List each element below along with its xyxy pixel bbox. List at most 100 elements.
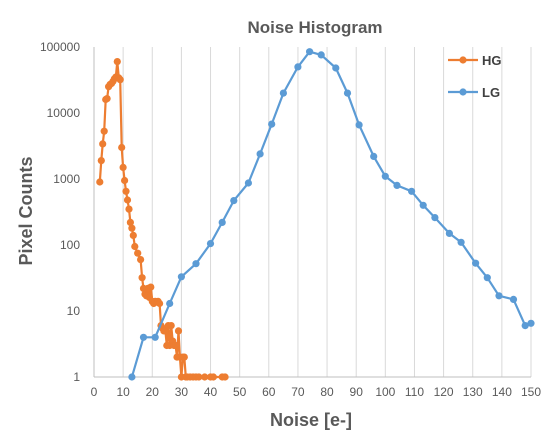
data-point-lg (332, 64, 340, 72)
data-point-lg (483, 274, 491, 282)
data-point-lg (527, 319, 535, 327)
data-point-hg (97, 157, 105, 165)
data-point-lg (177, 273, 185, 281)
x-tick-label: 150 (521, 385, 541, 399)
data-point-lg (256, 150, 264, 158)
data-point-lg (206, 240, 215, 248)
tick-labels: 0 10 20 30 40 50 60 70 80 90 100 110 120 130 140 150110… (40, 40, 541, 399)
data-point-hg (195, 373, 203, 381)
data-point-lg (343, 89, 352, 97)
x-tick-label: 130 (463, 385, 483, 399)
x-tick-label: 60 (262, 385, 276, 399)
data-point-lg (230, 197, 238, 205)
y-tick-label: 10 (67, 304, 81, 318)
data-point-lg (244, 179, 252, 187)
data-point-lg (419, 201, 427, 209)
data-point-hg (122, 187, 130, 195)
x-tick-label: 10 (116, 385, 130, 399)
data-point-lg (393, 181, 401, 189)
data-point-hg (221, 373, 229, 381)
data-point-lg (370, 152, 378, 160)
x-axis-title: Noise [e-] (270, 410, 352, 430)
legend-label-hg: HG (482, 53, 502, 68)
data-point-hg (129, 231, 137, 239)
y-axis-title: Pixel Counts (16, 156, 36, 265)
x-tick-label: 120 (434, 385, 454, 399)
x-tick-label: 110 (405, 385, 424, 399)
data-point-hg (147, 283, 155, 291)
data-point-hg (180, 353, 188, 361)
gridlines (122, 47, 532, 377)
data-point-lg (294, 63, 302, 71)
data-point-lg (495, 292, 503, 300)
data-point-hg (119, 163, 127, 171)
x-tick-label: 40 (204, 385, 218, 399)
legend-swatch-marker-lg (459, 88, 467, 96)
data-point-hg (103, 95, 111, 103)
series-layer (96, 48, 535, 381)
data-point-lg (317, 51, 325, 59)
legend-label-lg: LG (482, 85, 500, 100)
data-point-lg (381, 172, 389, 180)
data-point-lg (139, 333, 148, 341)
data-point-hg (131, 242, 139, 251)
y-tick-label: 1 (73, 370, 80, 384)
legend-entry-hg: HG (448, 53, 502, 68)
data-point-hg (156, 299, 164, 308)
y-tick-label: 100000 (40, 40, 80, 54)
data-point-hg (174, 327, 183, 335)
data-point-hg (134, 249, 142, 257)
data-point-hg (125, 205, 133, 213)
x-tick-label: 50 (233, 385, 247, 399)
x-tick-label: 20 (146, 385, 160, 399)
x-tick-label: 80 (320, 385, 334, 399)
data-point-lg (408, 187, 416, 195)
legend: HG LG (448, 53, 502, 100)
data-point-lg (431, 214, 439, 222)
x-tick-label: 90 (350, 385, 364, 399)
chart-title: Noise Histogram (247, 18, 382, 37)
data-point-lg (279, 89, 287, 97)
data-point-hg (137, 256, 145, 264)
data-point-hg (118, 143, 126, 152)
data-point-hg (121, 176, 129, 185)
data-point-hg (116, 76, 124, 84)
data-point-hg (138, 274, 146, 282)
data-point-hg (126, 218, 134, 226)
data-point-hg (123, 196, 132, 204)
data-point-lg (151, 333, 159, 341)
data-point-lg (472, 259, 480, 267)
data-point-lg (128, 373, 136, 381)
legend-swatch-marker-hg (459, 56, 467, 64)
data-point-hg (99, 140, 107, 148)
data-point-lg (509, 295, 518, 303)
data-point-hg (209, 373, 217, 381)
series-lg (128, 48, 535, 381)
data-point-lg (192, 260, 200, 268)
x-tick-label: 70 (291, 385, 305, 399)
data-point-lg (457, 238, 465, 246)
data-point-lg (521, 322, 529, 330)
data-point-lg (445, 229, 453, 237)
axes (93, 47, 531, 378)
data-point-hg (113, 58, 121, 66)
data-point-lg (306, 48, 314, 56)
data-point-hg (172, 341, 180, 350)
data-point-lg (355, 121, 363, 129)
data-point-hg (128, 224, 136, 232)
data-point-lg (268, 120, 276, 128)
y-tick-label: 1000 (53, 172, 80, 186)
data-point-hg (96, 178, 104, 186)
data-point-lg (218, 218, 226, 226)
data-point-hg (201, 373, 209, 381)
data-point-lg (166, 299, 174, 308)
x-tick-label: 100 (375, 385, 395, 399)
data-point-hg (100, 127, 108, 135)
x-tick-label: 140 (492, 385, 512, 399)
data-point-hg (167, 322, 175, 330)
y-tick-label: 10000 (47, 106, 81, 120)
y-tick-label: 100 (60, 238, 80, 252)
x-tick-label: 30 (175, 385, 189, 399)
